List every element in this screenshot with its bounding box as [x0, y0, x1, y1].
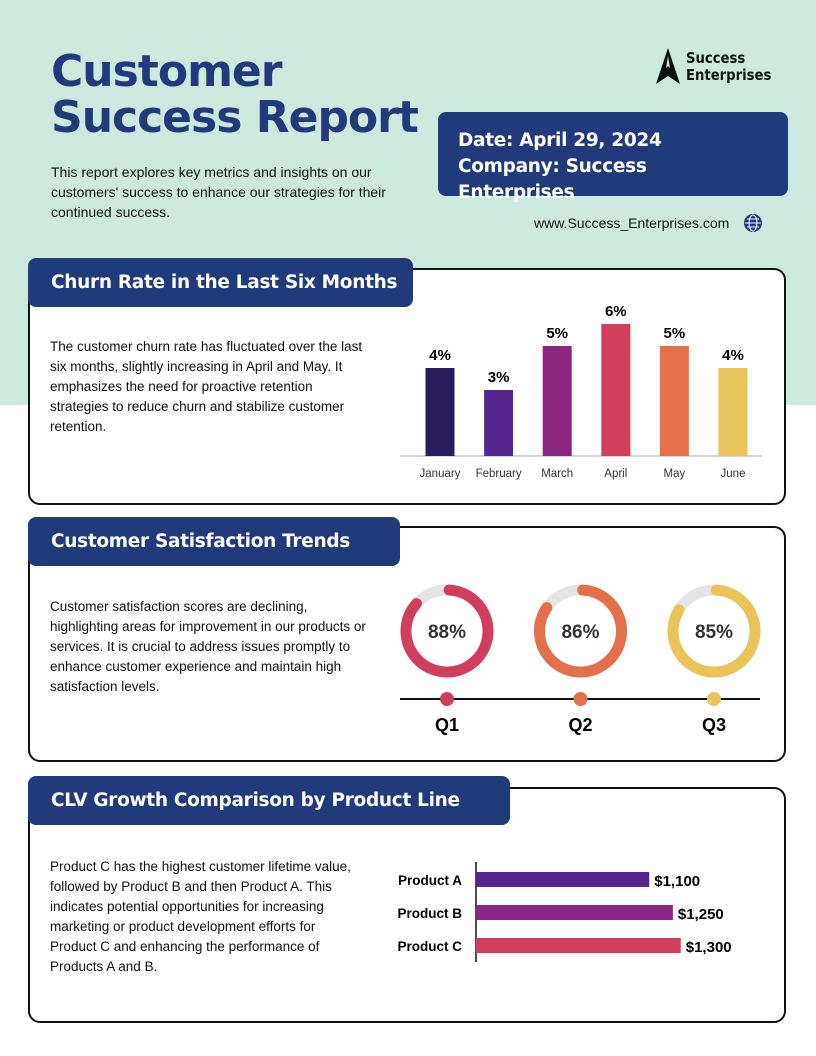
data-label: 6%: [605, 303, 627, 320]
bar: [484, 390, 514, 456]
donut-label: 88%: [428, 622, 466, 643]
tick-label: February: [476, 468, 522, 480]
bar: [718, 368, 748, 456]
donut-label: 85%: [695, 622, 733, 643]
churn-section: [28, 268, 786, 505]
tick-label: January: [420, 468, 461, 480]
tick-label: Product A: [398, 873, 462, 888]
quarter-label: Q2: [568, 715, 592, 735]
bar: [476, 938, 681, 953]
data-label: 5%: [546, 325, 568, 342]
tick-label: Product B: [397, 906, 462, 921]
tick-label: May: [664, 468, 686, 480]
data-label: $1,250: [678, 906, 724, 923]
page-title: Customer Success Report: [51, 46, 419, 143]
data-label: 3%: [488, 369, 510, 386]
logo: Success Enterprises: [656, 48, 783, 86]
donut-arc: [400, 584, 494, 678]
tick-label: April: [604, 468, 627, 480]
satisfaction-title: Customer Satisfaction Trends: [28, 517, 400, 566]
website[interactable]: www.Success_Enterprises.com: [534, 213, 763, 233]
tick-label: Product C: [397, 939, 462, 954]
intro-text: This report explores key metrics and ins…: [51, 164, 386, 220]
bar: [476, 872, 650, 887]
churn-text: The customer churn rate has fluctuated o…: [50, 339, 363, 434]
clv-title: CLV Growth Comparison by Product Line: [28, 776, 510, 825]
logo-icon: [656, 48, 680, 84]
bar: [476, 905, 673, 920]
logo-line: Enterprises: [686, 66, 772, 84]
quarter-label: Q3: [702, 715, 726, 735]
bar: [425, 368, 455, 456]
report-date: Date: April 29, 2024: [458, 130, 662, 151]
data-label: $1,300: [686, 939, 732, 956]
bar: [601, 324, 631, 456]
tick-label: June: [721, 468, 746, 480]
date-company-box: Date: April 29, 2024 Company: Success Ent…: [438, 112, 788, 203]
bar: [659, 346, 689, 456]
timeline-dot: [440, 692, 454, 706]
tick-label: March: [541, 468, 573, 480]
data-label: 4%: [722, 347, 744, 364]
bar: [542, 346, 572, 456]
data-label: $1,100: [654, 873, 700, 890]
satisfaction-text: Customer satisfaction scores are declini…: [50, 599, 366, 694]
churn-title: Churn Rate in the Last Six Months: [28, 258, 413, 307]
data-label: 4%: [429, 347, 451, 364]
title-line: Success Report: [51, 92, 419, 143]
clv-text: Product C has the highest customer lifet…: [50, 859, 351, 974]
timeline-dot: [707, 692, 721, 706]
title-line: Customer: [51, 46, 282, 97]
donut-arc: [667, 584, 761, 678]
donut-arc: [534, 584, 627, 678]
globe-icon: [744, 214, 763, 232]
data-label: 5%: [664, 325, 686, 342]
company-name: Company: Success Enterprises: [458, 156, 647, 203]
logo-line: Success: [686, 49, 746, 67]
quarter-label: Q1: [435, 715, 459, 735]
website-link[interactable]: www.Success_Enterprises.com: [534, 215, 730, 231]
timeline-dot: [573, 692, 588, 706]
donut-label: 86%: [561, 622, 599, 643]
